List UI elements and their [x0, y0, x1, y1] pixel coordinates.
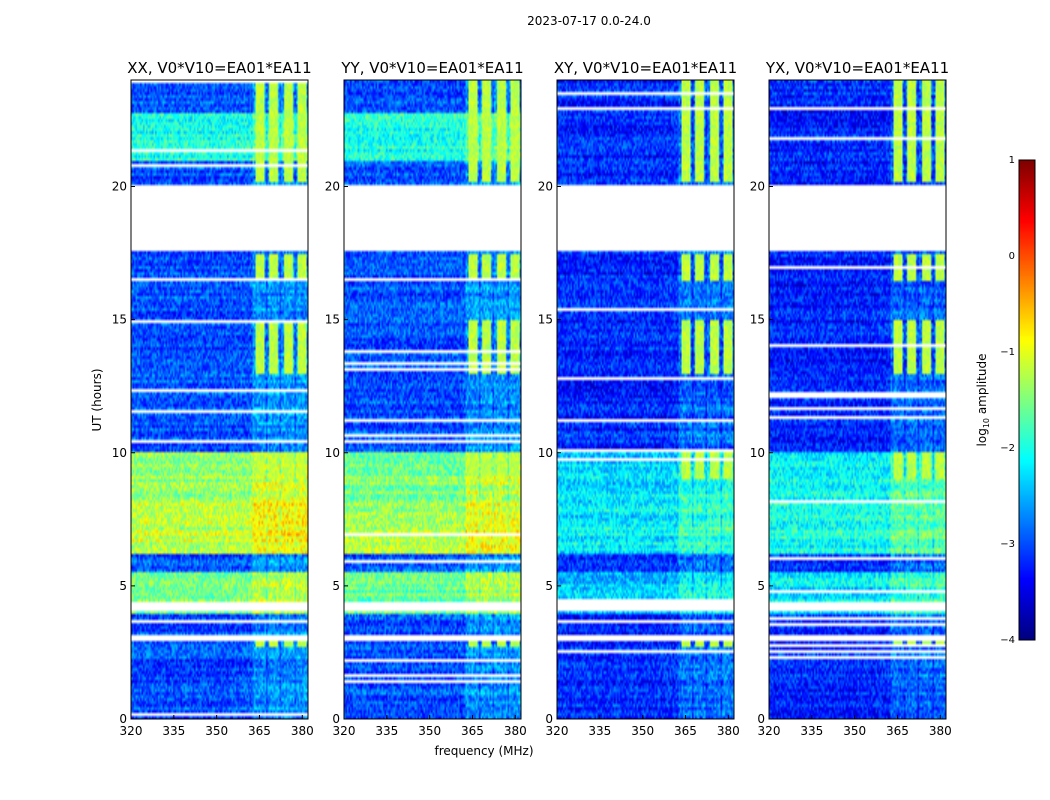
panel-title: XY, V0*V10=EA01*EA11 [554, 59, 737, 77]
y-tick-label: 5 [332, 579, 340, 593]
panel-3: XY, V0*V10=EA01*EA11 0 5 10 15 20 320 335 350 365… [538, 59, 740, 738]
panel-frame [768, 79, 947, 720]
panels-group: XX, V0*V10=EA01*EA11 0 5 10 15 20 320 335 350 365… [112, 59, 952, 738]
heatmap-image [344, 80, 521, 719]
y-tick-label: 20 [325, 180, 340, 194]
x-tick-label: 365 [886, 724, 909, 738]
y-tick-label: 5 [545, 579, 553, 593]
colorbar-tick-label: −2 [1000, 443, 1015, 454]
x-tick-label: 320 [758, 724, 781, 738]
y-tick-label: 10 [538, 446, 553, 460]
x-tick-label: 350 [843, 724, 866, 738]
y-tick-label: 20 [750, 180, 765, 194]
panel-4: YX, V0*V10=EA01*EA11 0 5 10 15 20 320 335 350 365… [750, 59, 952, 738]
colorbar: 1 0 −1 −2 −3 −4 [1000, 155, 1036, 646]
y-tick-label: 0 [119, 712, 127, 726]
figure-suptitle: 2023-07-17 0.0-24.0 [527, 14, 651, 28]
y-tick-label: 5 [757, 579, 765, 593]
x-tick-label: 380 [291, 724, 314, 738]
x-tick-label: 350 [631, 724, 654, 738]
y-tick-label: 20 [538, 180, 553, 194]
y-tick-label: 10 [325, 446, 340, 460]
panel-1: XX, V0*V10=EA01*EA11 0 5 10 15 20 320 335 350 365… [112, 59, 314, 738]
x-tick-label: 335 [588, 724, 611, 738]
x-tick-label: 335 [800, 724, 823, 738]
y-tick-label: 0 [757, 712, 765, 726]
panel-title: YY, V0*V10=EA01*EA11 [340, 59, 523, 77]
panel-title: XX, V0*V10=EA01*EA11 [127, 59, 311, 77]
y-tick-label: 10 [112, 446, 127, 460]
colorbar-tick-label: −3 [1000, 539, 1015, 550]
y-tick-label: 0 [332, 712, 340, 726]
colorbar-tick-label: −4 [1000, 635, 1015, 646]
x-tick-label: 320 [333, 724, 356, 738]
y-tick-label: 0 [545, 712, 553, 726]
colorbar-frame [1018, 159, 1036, 641]
panel-frame [556, 79, 735, 720]
heatmap-image [131, 80, 308, 719]
y-tick-label: 15 [750, 313, 765, 327]
x-axis-label: frequency (MHz) [434, 744, 533, 758]
colorbar-gradient [1019, 160, 1035, 640]
y-tick-label: 15 [112, 313, 127, 327]
panel-frame [343, 79, 522, 720]
y-tick-label: 15 [325, 313, 340, 327]
colorbar-label: log10 amplitude [975, 354, 991, 447]
x-tick-label: 350 [205, 724, 228, 738]
x-tick-label: 320 [546, 724, 569, 738]
x-tick-label: 335 [162, 724, 185, 738]
heatmap-image [769, 80, 946, 719]
y-tick-label: 15 [538, 313, 553, 327]
panel-frame [130, 79, 309, 720]
x-tick-label: 365 [674, 724, 697, 738]
panel-title: YX, V0*V10=EA01*EA11 [765, 59, 949, 77]
y-axis-label: UT (hours) [90, 368, 104, 431]
x-tick-label: 380 [929, 724, 952, 738]
x-tick-label: 365 [461, 724, 484, 738]
x-tick-label: 335 [375, 724, 398, 738]
x-tick-label: 350 [418, 724, 441, 738]
x-tick-label: 365 [248, 724, 271, 738]
panel-2: YY, V0*V10=EA01*EA11 0 5 10 15 20 320 335 350 365… [325, 59, 527, 738]
x-tick-label: 380 [717, 724, 740, 738]
colorbar-tick-label: −1 [1000, 347, 1015, 358]
y-tick-label: 5 [119, 579, 127, 593]
x-tick-label: 380 [504, 724, 527, 738]
colorbar-tick-label: 1 [1009, 155, 1015, 166]
y-tick-label: 20 [112, 180, 127, 194]
heatmap-image [557, 80, 734, 719]
colorbar-tick-label: 0 [1009, 251, 1015, 262]
x-tick-label: 320 [120, 724, 143, 738]
y-tick-label: 10 [750, 446, 765, 460]
